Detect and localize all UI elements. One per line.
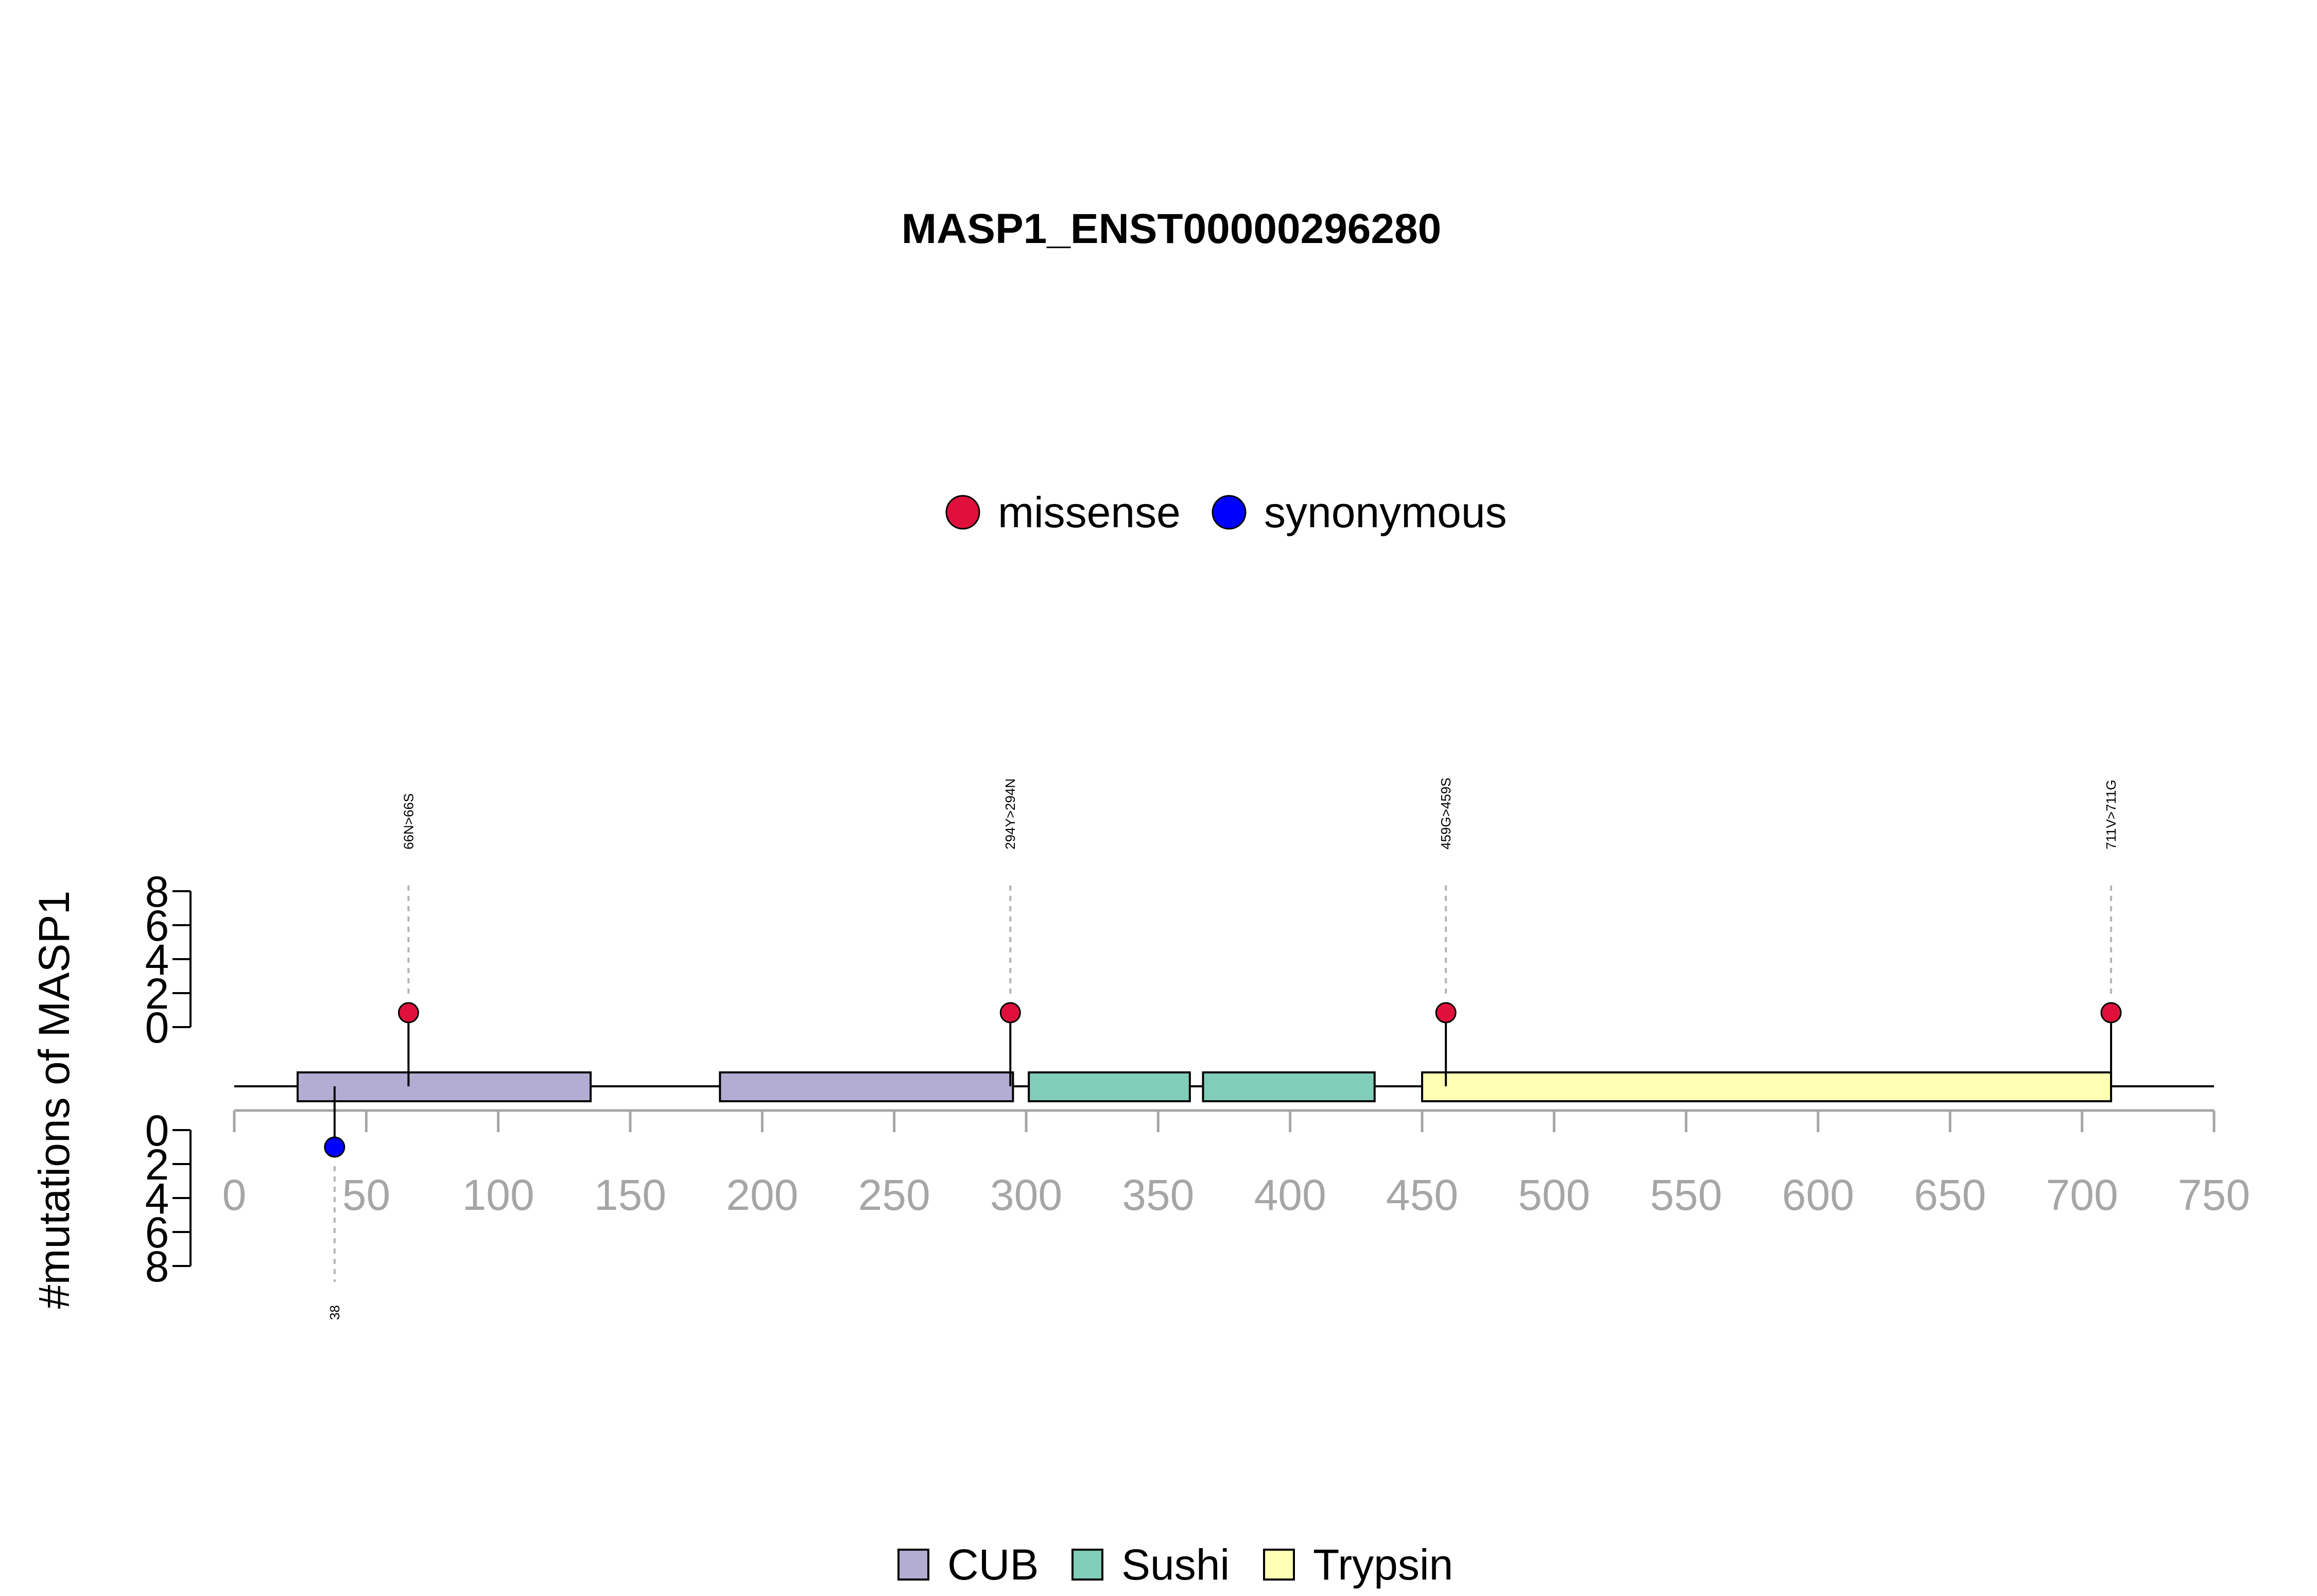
x-tick-label: 250 xyxy=(858,1171,930,1219)
domain-legend: CUB Sushi Trypsin xyxy=(897,1540,1453,1589)
mutation-lollipops: 66N>66S 294Y>294N 459G>459S 711V>711G 38 xyxy=(324,777,2122,1320)
x-tick-label: 500 xyxy=(1518,1171,1590,1219)
chart-title: MASP1_ENST00000296280 xyxy=(902,205,1441,252)
x-tick-label: 300 xyxy=(990,1171,1062,1219)
legend-label-cub: CUB xyxy=(947,1540,1039,1589)
x-tick-label: 50 xyxy=(342,1171,390,1219)
legend-swatch-sushi xyxy=(1071,1549,1103,1581)
domain-boxes xyxy=(297,1071,2113,1102)
domain-box-trypsin xyxy=(1421,1071,2113,1102)
mutation-label: 459G>459S xyxy=(1438,777,1454,849)
y-tick-label-bottom: 6 xyxy=(145,1208,169,1257)
legend-marker-synonymous xyxy=(1212,495,1247,530)
x-axis: 0 50 100 150 200 250 300 350 400 450 500 550 600 650 7… xyxy=(222,1109,2250,1219)
domain-box-cub xyxy=(297,1071,592,1102)
legend-swatch-cub xyxy=(897,1549,929,1581)
x-tick-label: 750 xyxy=(2178,1171,2250,1219)
x-tick-label: 350 xyxy=(1122,1171,1194,1219)
legend-label-trypsin: Trypsin xyxy=(1313,1540,1453,1589)
y-tick-label-top: 8 xyxy=(145,868,169,916)
x-tick-label: 100 xyxy=(462,1171,534,1219)
mutation-label: 294Y>294N xyxy=(1002,778,1018,849)
domain-box-sushi xyxy=(1028,1071,1191,1102)
mutation-label: 38 xyxy=(327,1305,342,1320)
y-tick-label-top: 6 xyxy=(145,901,169,950)
y-tick-label-bottom: 4 xyxy=(145,1174,169,1223)
legend-marker-missense xyxy=(945,495,980,530)
legend-label-sushi: Sushi xyxy=(1121,1540,1230,1589)
y-tick-label-top: 0 xyxy=(145,1003,169,1052)
x-tick-label: 700 xyxy=(2046,1171,2118,1219)
y-tick-label-bottom: 8 xyxy=(145,1242,169,1291)
y-tick-label-top: 2 xyxy=(145,969,169,1018)
x-tick-label: 600 xyxy=(1782,1171,1854,1219)
lollipop-dot-missense xyxy=(397,1002,419,1023)
lollipop-dot-missense xyxy=(999,1002,1021,1023)
domain-box-cub xyxy=(719,1071,1014,1102)
x-tick-label: 0 xyxy=(222,1171,247,1219)
legend-label-synonymous: synonymous xyxy=(1264,488,1507,536)
x-tick-label: 400 xyxy=(1254,1171,1326,1219)
mutation-legend: missense synonymous xyxy=(945,488,1507,536)
y-tick-label-bottom: 0 xyxy=(145,1106,169,1155)
y-tick-label-bottom: 2 xyxy=(145,1140,169,1189)
x-tick-label: 150 xyxy=(594,1171,666,1219)
mutation-label: 66N>66S xyxy=(401,793,416,849)
legend-label-missense: missense xyxy=(998,488,1181,536)
domain-box-sushi xyxy=(1202,1071,1376,1102)
x-tick-label: 450 xyxy=(1386,1171,1458,1219)
mutation-label: 711V>711G xyxy=(2103,779,2119,849)
lollipop-dot-missense xyxy=(1435,1002,1457,1023)
lollipop-dot-missense xyxy=(2100,1002,2122,1023)
x-tick-label: 550 xyxy=(1650,1171,1722,1219)
x-tick-label: 650 xyxy=(1914,1171,1986,1219)
y-tick-label-top: 4 xyxy=(145,935,169,984)
x-tick-label: 200 xyxy=(726,1171,798,1219)
lollipop-dot-synonymous xyxy=(324,1136,345,1158)
legend-swatch-trypsin xyxy=(1263,1549,1295,1581)
y-axis-label: #mutations of MASP1 xyxy=(30,891,78,1309)
